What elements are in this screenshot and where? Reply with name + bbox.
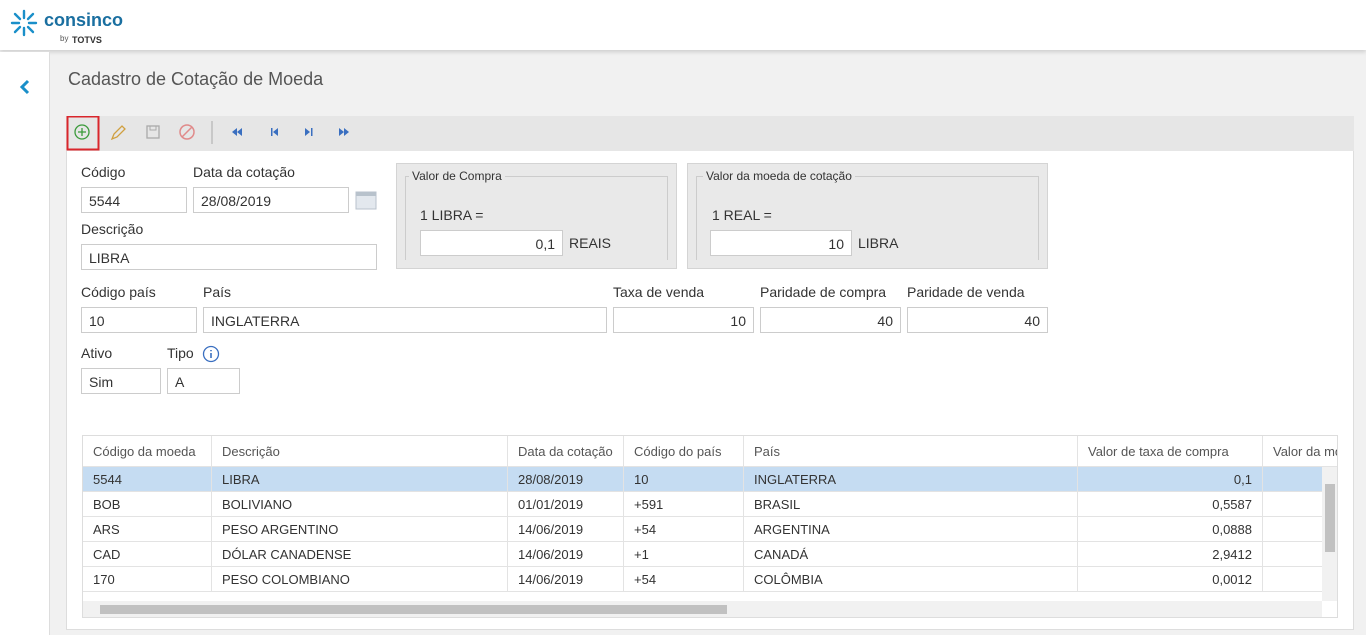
first-button[interactable] [232,128,242,136]
table-cell[interactable]: LIBRA [212,467,508,492]
column-header[interactable]: Código do país [624,436,744,467]
field-label: Paridade de venda [907,284,1025,300]
data-input[interactable]: 28/08/2019 [193,187,349,213]
data-grid: 0,0012 COLÔMBIA +54 14/06/2019 PESO COLOMBIA… [82,435,1338,618]
group-text: 1 LIBRA = [420,207,484,223]
table-cell-empty[interactable] [1263,542,1337,567]
unit: REAIS [569,235,612,251]
table-cell[interactable]: 0,0888 [1078,517,1263,542]
table-cell[interactable]: +54 [624,567,744,592]
column-header[interactable]: Valor da mo [1263,436,1337,467]
tipo-input[interactable]: A [167,368,240,394]
table-cell[interactable]: CANADÁ [744,542,1078,567]
valor-compra-input[interactable]: 0,1 [420,230,563,256]
table-cell[interactable]: 2,9412 [1078,542,1263,567]
table-cell[interactable]: COLÔMBIA [744,567,1078,592]
save-button[interactable] [146,125,160,139]
field-label: Ativo [81,345,113,361]
codigo-pais-input[interactable]: 10 [81,307,197,333]
column-header[interactable]: Descrição [212,436,508,467]
prev-button[interactable] [271,128,278,136]
descricao-input[interactable]: LIBRA [81,244,377,270]
table-cell[interactable]: PESO COLOMBIANO [212,567,508,592]
field-label: Tipo [167,345,194,361]
next-button[interactable] [305,128,313,136]
table-cell[interactable]: ARS [83,517,212,542]
field-label: País [203,284,232,300]
table-cell[interactable]: INGLATERRA [744,467,1078,492]
valor-moeda-input[interactable]: 10 [710,230,852,256]
table-cell[interactable]: +591 [624,492,744,517]
table-cell[interactable]: PESO ARGENTINO [212,517,508,542]
table-cell[interactable]: 01/01/2019 [508,492,624,517]
logo-icon [10,9,38,37]
cancel-button[interactable] [179,124,195,140]
column-header[interactable]: País [744,436,1078,467]
table-cell-empty[interactable] [1263,492,1337,517]
add-button[interactable] [74,124,90,140]
field-label: Código [81,164,126,180]
info-icon[interactable] [202,345,220,363]
field-label: Paridade de compra [760,284,887,300]
table-cell[interactable]: 0,0012 [1078,567,1263,592]
calendar-button[interactable] [355,189,377,211]
unit: LIBRA [858,235,899,251]
sidebar [0,52,50,635]
table-cell[interactable]: 14/06/2019 [508,517,624,542]
last-button[interactable] [339,128,349,136]
table-cell[interactable]: 14/06/2019 [508,567,624,592]
codigo-input[interactable]: 5544 [81,187,187,213]
table-cell[interactable]: 170 [83,567,212,592]
h-scrollbar[interactable] [83,601,1322,617]
back-button[interactable] [17,79,33,95]
table-cell[interactable]: 28/08/2019 [508,467,624,492]
group-legend: Valor da moeda de cotação [703,169,855,183]
table-cell-empty[interactable] [1263,567,1337,592]
table-cell[interactable]: 0,5587 [1078,492,1263,517]
toolbar [66,115,1354,151]
ativo-input[interactable]: Sim [81,368,161,394]
taxa-venda-input[interactable]: 10 [613,307,754,333]
group-legend: Valor de Compra [409,169,505,183]
brand-partner: TOTVS [72,35,102,45]
paridade-venda-input[interactable]: 40 [907,307,1048,333]
field-label: Código país [81,284,156,300]
brand-by: by [60,34,69,43]
page-title: Cadastro de Cotação de Moeda [68,69,324,89]
brand: consinco [44,10,124,30]
table-cell[interactable]: ARGENTINA [744,517,1078,542]
pais-input[interactable]: INGLATERRA [203,307,607,333]
table-cell[interactable]: 14/06/2019 [508,542,624,567]
table-cell[interactable]: BOB [83,492,212,517]
table-cell[interactable]: CAD [83,542,212,567]
v-scrollbar[interactable] [1322,467,1337,601]
table-cell-empty[interactable] [1263,517,1337,542]
column-header[interactable]: Data da cotação [508,436,624,467]
table-cell[interactable]: DÓLAR CANADENSE [212,542,508,567]
table-cell[interactable]: 0,1 [1078,467,1263,492]
edit-button[interactable] [110,125,126,141]
group-text: 1 REAL = [712,207,772,223]
toolbar-icons [66,115,349,151]
paridade-compra-input[interactable]: 40 [760,307,901,333]
table-cell[interactable]: 5544 [83,467,212,492]
table-cell[interactable]: +1 [624,542,744,567]
table-cell[interactable]: BOLIVIANO [212,492,508,517]
field-label: Data da cotação [193,164,295,180]
highlight [66,115,100,151]
table-cell[interactable]: 10 [624,467,744,492]
table-cell[interactable]: BRASIL [744,492,1078,517]
field-label: Taxa de venda [613,284,705,300]
field-label: Descrição [81,221,144,237]
table-cell[interactable]: +54 [624,517,744,542]
top-bar: consinco by TOTVS [0,0,1366,50]
column-header[interactable]: Valor de taxa de compra [1078,436,1263,467]
column-header[interactable]: Código da moeda [83,436,212,467]
